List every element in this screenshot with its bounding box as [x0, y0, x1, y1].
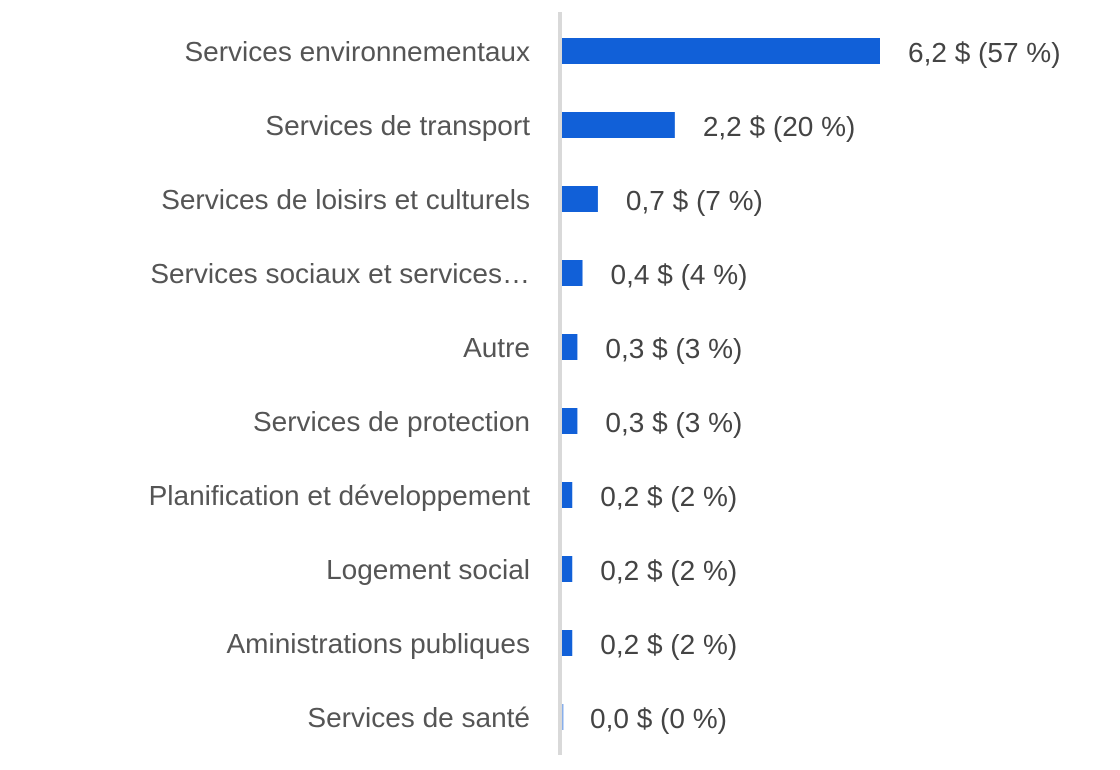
- data-label: 2,2 $ (20 %): [703, 111, 856, 142]
- bar[interactable]: [562, 482, 573, 508]
- bar[interactable]: [562, 704, 564, 730]
- category-label: Services de santé: [307, 702, 530, 733]
- data-label: 0,0 $ (0 %): [590, 703, 727, 734]
- category-label: Services de loisirs et culturels: [161, 184, 530, 215]
- category-label: Autre: [463, 332, 530, 363]
- bar[interactable]: [562, 408, 578, 434]
- bar[interactable]: [562, 334, 578, 360]
- bar[interactable]: [562, 630, 573, 656]
- category-label: Services de transport: [265, 110, 530, 141]
- category-label: Services sociaux et services…: [150, 258, 530, 289]
- category-label: Logement social: [326, 554, 530, 585]
- category-label: Services environnementaux: [184, 36, 530, 67]
- category-label: Aministrations publiques: [227, 628, 531, 659]
- category-label: Planification et développement: [149, 480, 531, 511]
- data-label: 0,2 $ (2 %): [600, 629, 737, 660]
- bar[interactable]: [562, 112, 675, 138]
- data-label: 0,3 $ (3 %): [605, 407, 742, 438]
- data-label: 0,2 $ (2 %): [600, 481, 737, 512]
- bar[interactable]: [562, 38, 880, 64]
- data-label: 0,2 $ (2 %): [600, 555, 737, 586]
- bar[interactable]: [562, 186, 598, 212]
- bar[interactable]: [562, 556, 573, 582]
- category-label: Services de protection: [253, 406, 530, 437]
- data-label: 0,4 $ (4 %): [611, 259, 748, 290]
- bar[interactable]: [562, 260, 583, 286]
- data-label: 0,3 $ (3 %): [605, 333, 742, 364]
- data-label: 0,7 $ (7 %): [626, 185, 763, 216]
- data-label: 6,2 $ (57 %): [908, 37, 1061, 68]
